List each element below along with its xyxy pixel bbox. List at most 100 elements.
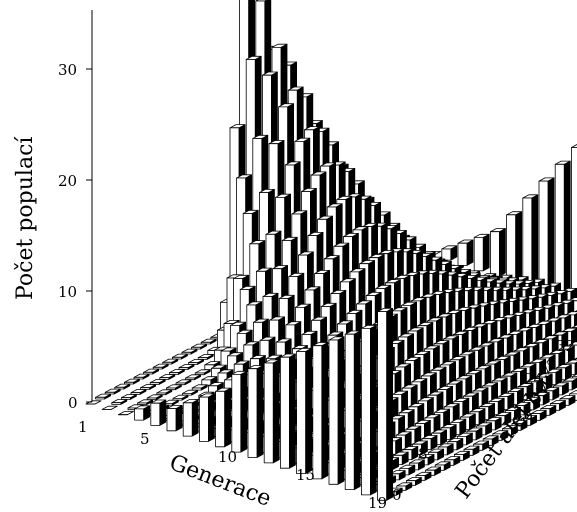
bar-front: [231, 373, 242, 453]
bar-side: [159, 399, 167, 426]
bar-front: [181, 351, 192, 355]
bar-side: [531, 194, 539, 288]
y-tick-label: 0: [68, 394, 78, 412]
bar-side: [288, 353, 296, 469]
bar-side: [272, 359, 280, 464]
bar-side: [321, 342, 329, 480]
bar-front: [168, 372, 179, 375]
bar-front: [172, 397, 183, 401]
bar-front: [121, 397, 131, 400]
bar-side: [547, 177, 555, 293]
bar-side: [207, 393, 215, 442]
bar-side: [482, 233, 490, 272]
bar-front: [489, 231, 500, 277]
bar-front: [344, 333, 355, 491]
bar-front: [137, 402, 148, 406]
x-tick-label: 15: [296, 466, 315, 484]
bar-front: [377, 311, 388, 501]
bar-top: [569, 390, 577, 395]
bar-front: [263, 362, 274, 464]
bar-front: [441, 248, 452, 261]
bar-front: [191, 387, 202, 391]
bar-front: [506, 214, 516, 282]
bar-top: [571, 324, 577, 329]
bar-front: [111, 402, 122, 405]
bar-front: [165, 387, 176, 391]
bar-front: [156, 392, 167, 396]
bars-layer: [85, 0, 577, 501]
bar-side: [191, 399, 199, 437]
bar-side: [256, 365, 264, 458]
bar-front: [152, 366, 163, 370]
bar-front: [182, 402, 193, 437]
bar-front: [133, 376, 144, 380]
bar-front: [201, 379, 212, 386]
bar-front: [215, 390, 226, 448]
bar-front: [124, 381, 134, 385]
bar-front: [554, 163, 565, 298]
bar-side: [386, 307, 394, 501]
bar-front: [312, 345, 323, 480]
bar-top: [571, 144, 577, 148]
bar-front: [198, 396, 209, 442]
y-tick-label: 30: [58, 61, 77, 79]
bar-front: [140, 387, 151, 390]
y-axis-title: Počet populací: [13, 136, 38, 300]
x-tick-label: 10: [218, 448, 237, 466]
bar-side: [498, 228, 506, 277]
bar-front: [191, 346, 202, 350]
bar-front: [175, 382, 186, 386]
bar-front: [182, 392, 193, 396]
bar-front: [146, 397, 157, 401]
bar-front: [104, 391, 115, 395]
z-tick-label: 24: [524, 370, 543, 388]
bar-front: [149, 382, 160, 385]
bar-front: [114, 386, 125, 390]
bar-front: [279, 356, 290, 469]
bar-side: [240, 370, 248, 453]
bar-front: [150, 402, 161, 426]
bar-front: [171, 356, 182, 360]
bar-front: [194, 372, 205, 376]
bar-front: [143, 371, 154, 375]
bar-side: [175, 404, 183, 432]
bar-side: [369, 324, 377, 496]
bar-side: [353, 330, 361, 491]
y-tick-label: 20: [58, 172, 77, 190]
bar-front: [134, 408, 145, 421]
bar-front: [178, 367, 189, 370]
bar-side: [515, 211, 522, 282]
bar-top: [118, 411, 134, 416]
bar-front: [188, 362, 199, 365]
z-tick-label: 8: [418, 445, 428, 463]
bar-front: [130, 392, 141, 395]
bar-front: [571, 147, 577, 304]
bar-side: [224, 387, 232, 448]
bar-front: [328, 339, 339, 485]
bar-front: [360, 327, 371, 496]
x-tick-label: 1: [78, 418, 88, 436]
bar-side: [337, 336, 345, 485]
bar-front: [197, 357, 208, 360]
bar-front: [159, 377, 170, 380]
bar-front: [473, 236, 484, 272]
z-tick-label: 0: [392, 486, 402, 504]
bar-front: [166, 408, 177, 432]
bar-front: [296, 351, 307, 475]
bar-side: [563, 160, 571, 298]
bar-side: [466, 239, 474, 266]
bar-front: [522, 197, 533, 288]
bar-front: [457, 242, 468, 266]
bar-top: [101, 405, 118, 410]
bar-front: [247, 368, 258, 458]
z-tick-label: 32: [556, 337, 575, 355]
bar-side: [305, 347, 313, 475]
bar-front: [185, 377, 196, 381]
bar-front: [95, 396, 105, 400]
bar-front: [200, 341, 211, 345]
bar-front: [162, 361, 173, 365]
x-tick-label: 5: [140, 430, 150, 448]
x-tick-label: 19: [368, 494, 387, 512]
